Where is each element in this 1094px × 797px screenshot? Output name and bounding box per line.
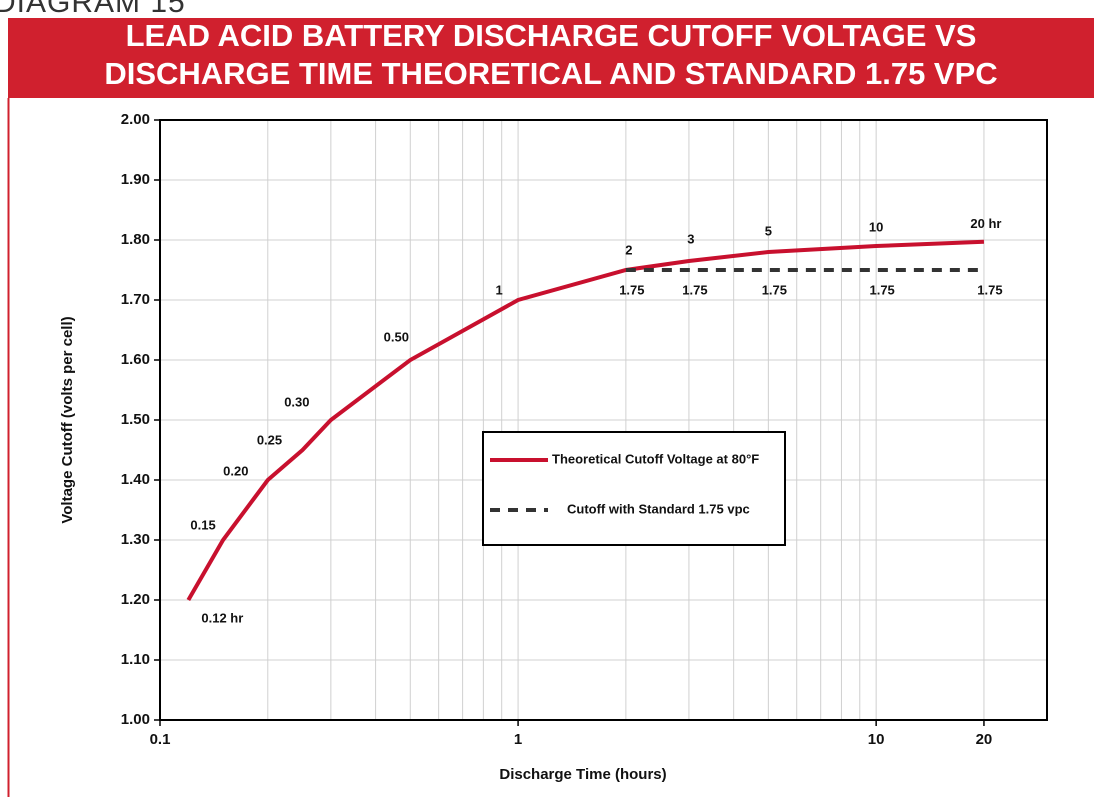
y-tick-label: 1.10 bbox=[121, 651, 150, 668]
legend-box bbox=[482, 431, 786, 546]
y-tick-label: 1.60 bbox=[121, 351, 150, 368]
chart-title: DISCHARGE TIME THEORETICAL AND STANDARD … bbox=[104, 56, 997, 91]
legend-label: Theoretical Cutoff Voltage at 80°F bbox=[552, 451, 759, 466]
point-label: 0.50 bbox=[384, 329, 409, 344]
legend-label: Cutoff with Standard 1.75 vpc bbox=[567, 501, 750, 516]
y-tick-label: 2.00 bbox=[121, 111, 150, 128]
plot-frame bbox=[159, 119, 1048, 721]
x-tick-label: 1 bbox=[514, 731, 522, 748]
y-tick-label: 1.00 bbox=[121, 711, 150, 728]
y-tick-label: 1.80 bbox=[121, 231, 150, 248]
y-tick-label: 1.40 bbox=[121, 471, 150, 488]
point-label: 0.30 bbox=[284, 394, 309, 409]
x-tick-label: 10 bbox=[868, 731, 885, 748]
y-tick-label: 1.20 bbox=[121, 591, 150, 608]
point-label: 0.12 hr bbox=[201, 610, 243, 625]
chart-title: LEAD ACID BATTERY DISCHARGE CUTOFF VOLTA… bbox=[126, 18, 977, 53]
point-label: 10 bbox=[869, 219, 883, 234]
diagram-label: DIAGRAM 15 bbox=[0, 0, 186, 19]
title-banner bbox=[8, 18, 1094, 98]
point-label: 3 bbox=[687, 231, 694, 246]
point-label: 0.20 bbox=[223, 463, 248, 478]
y-tick-label: 1.90 bbox=[121, 171, 150, 188]
point-label: 5 bbox=[765, 223, 772, 238]
y-tick-label: 1.70 bbox=[121, 291, 150, 308]
value-label: 1.75 bbox=[977, 282, 1002, 297]
point-label: 0.15 bbox=[190, 517, 215, 532]
y-tick-label: 1.30 bbox=[121, 531, 150, 548]
value-label: 1.75 bbox=[682, 282, 707, 297]
value-label: 1.75 bbox=[869, 282, 894, 297]
y-axis-label: Voltage Cutoff (volts per cell) bbox=[59, 316, 76, 523]
series-line bbox=[186, 239, 985, 602]
point-label: 20 hr bbox=[970, 216, 1001, 231]
x-axis-label: Discharge Time (hours) bbox=[499, 766, 666, 783]
value-label: 1.75 bbox=[762, 282, 787, 297]
point-label: 0.25 bbox=[257, 432, 282, 447]
point-label: 2 bbox=[625, 242, 632, 257]
value-label: 1.75 bbox=[619, 282, 644, 297]
y-tick-label: 1.50 bbox=[121, 411, 150, 428]
x-tick-label: 0.1 bbox=[150, 731, 171, 748]
x-tick-label: 20 bbox=[976, 731, 993, 748]
point-label: 1 bbox=[495, 282, 502, 297]
